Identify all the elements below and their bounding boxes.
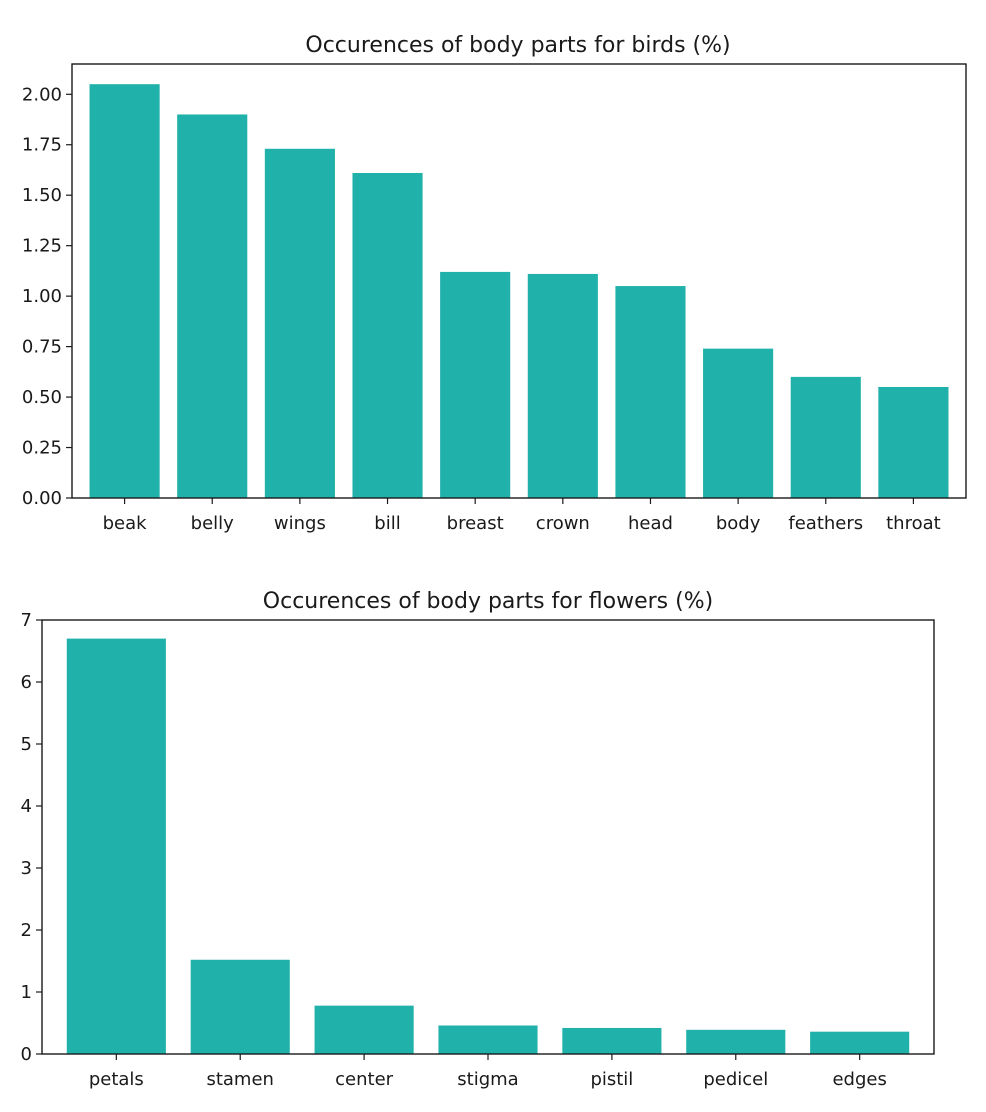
flowers-y-tick-label: 1 — [21, 982, 32, 1003]
birds-x-tick-label: breast — [447, 513, 504, 534]
flowers-y-tick-label: 0 — [21, 1044, 32, 1065]
birds-y-tick-label: 0.50 — [22, 387, 62, 408]
birds-y-tick-label: 0.75 — [22, 337, 62, 358]
birds-y-tick-label: 1.75 — [22, 135, 62, 156]
flowers-y-axis: 0 1 2 3 4 5 6 7 — [21, 610, 42, 1065]
flowers-y-tick-label: 5 — [21, 734, 32, 755]
birds-bar-bill — [352, 173, 423, 499]
birds-bar-crown — [527, 273, 598, 498]
flowers-y-tick-label: 6 — [21, 672, 32, 693]
birds-y-tick-label: 1.50 — [22, 185, 62, 206]
birds-bar-head — [615, 286, 686, 498]
flowers-x-tick-label: stigma — [457, 1069, 518, 1090]
birds-axes-frame — [71, 63, 967, 499]
birds-x-tick-label: bill — [374, 513, 400, 534]
flowers-y-tick-label: 2 — [21, 920, 32, 941]
flowers-bar-stamen — [190, 959, 290, 1054]
flowers-axes-frame — [41, 619, 935, 1055]
birds-chart-title: Occurences of body parts for birds (%) — [305, 33, 730, 58]
birds-y-axis: 0.00 0.25 0.50 0.75 1.00 1.25 1.50 1.75 2.00 — [22, 84, 72, 509]
flowers-bar-pistil — [562, 1027, 662, 1054]
birds-y-tick-label: 0.25 — [22, 438, 62, 459]
flowers-bar-petals — [66, 638, 166, 1054]
birds-bar-beak — [89, 84, 160, 499]
flowers-bar-stigma — [438, 1025, 538, 1054]
birds-x-tick-label: wings — [274, 513, 326, 534]
birds-x-tick-label: crown — [536, 513, 590, 534]
birds-bar-body — [703, 348, 774, 498]
birds-bar-throat — [878, 386, 949, 498]
birds-bar-feathers — [790, 376, 861, 498]
flowers-chart: Occurences of body parts for flowers (%)… — [21, 589, 935, 1090]
birds-x-tick-label: body — [716, 513, 761, 534]
flowers-y-tick-label: 4 — [21, 796, 32, 817]
flowers-x-tick-label: pedicel — [703, 1069, 768, 1090]
birds-bars — [89, 84, 949, 499]
flowers-bar-pedicel — [686, 1029, 786, 1054]
flowers-x-tick-label: center — [335, 1069, 394, 1090]
birds-y-tick-label: 1.00 — [22, 286, 62, 307]
birds-y-tick-label: 2.00 — [22, 84, 62, 105]
birds-bar-breast — [440, 271, 511, 498]
flowers-y-tick-label: 3 — [21, 858, 32, 879]
birds-x-axis: beak belly wings bill breast crown head body fea… — [103, 498, 941, 534]
birds-bar-wings — [264, 148, 335, 498]
flowers-x-tick-label: edges — [832, 1069, 886, 1090]
flowers-x-axis: petals stamen center stigma pistil pedicel edg… — [89, 1054, 887, 1090]
birds-bar-belly — [177, 114, 248, 498]
flowers-bars — [66, 638, 910, 1054]
birds-x-tick-label: feathers — [788, 513, 863, 534]
flowers-chart-title: Occurences of body parts for flowers (%) — [263, 589, 713, 614]
birds-x-tick-label: belly — [191, 513, 235, 534]
birds-x-tick-label: throat — [886, 513, 941, 534]
flowers-x-tick-label: pistil — [590, 1069, 633, 1090]
birds-x-tick-label: beak — [103, 513, 148, 534]
birds-y-tick-label: 1.25 — [22, 236, 62, 257]
flowers-y-tick-label: 7 — [21, 610, 32, 631]
flowers-x-tick-label: stamen — [206, 1069, 273, 1090]
birds-chart: Occurences of body parts for birds (%) 0… — [22, 33, 967, 534]
birds-x-tick-label: head — [628, 513, 673, 534]
flowers-bar-edges — [810, 1031, 910, 1054]
flowers-bar-center — [314, 1005, 414, 1054]
birds-y-tick-label: 0.00 — [22, 488, 62, 509]
flowers-x-tick-label: petals — [89, 1069, 144, 1090]
